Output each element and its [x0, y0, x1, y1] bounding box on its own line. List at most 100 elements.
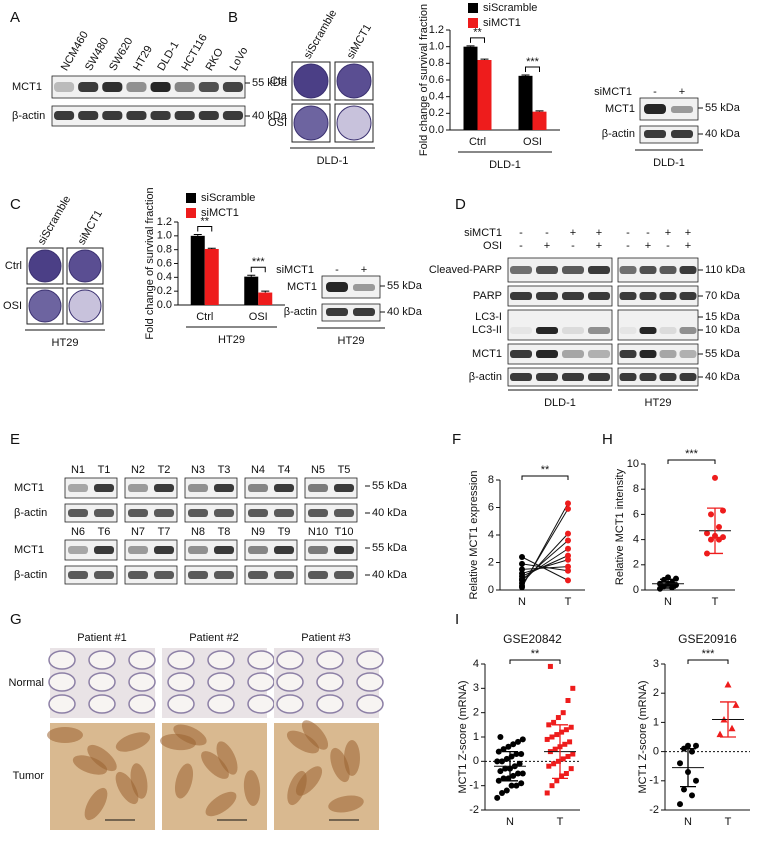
condition-label: siMCT1 — [345, 22, 374, 61]
y-tick-label: 2 — [653, 687, 659, 699]
blot-band — [562, 266, 584, 274]
error-bar — [466, 45, 475, 47]
tumor-stain — [115, 732, 151, 752]
point — [567, 739, 573, 745]
error-bar — [193, 233, 202, 236]
crypt — [247, 672, 275, 692]
blot-band — [154, 509, 174, 517]
legend-label: siMCT1 — [201, 207, 239, 219]
y-tick-label: 0 — [473, 755, 479, 767]
y-tick-label: 0.8 — [429, 57, 444, 69]
point — [513, 751, 520, 758]
point — [565, 556, 571, 563]
blot-band — [659, 292, 677, 300]
y-tick-label: 1.2 — [429, 24, 444, 36]
lane-label: - — [335, 264, 339, 276]
blot-band — [326, 308, 348, 316]
blot-band — [214, 484, 234, 492]
point — [565, 505, 571, 512]
crypt — [316, 694, 344, 714]
y-tick-label: 0.4 — [157, 271, 172, 283]
blot-band — [588, 266, 610, 274]
row-label: Normal — [9, 677, 44, 689]
lane-label: + — [544, 240, 550, 252]
patient-label: Patient #3 — [301, 632, 351, 644]
blot-band — [326, 282, 348, 292]
point — [515, 738, 521, 745]
patient-label: Patient #2 — [189, 632, 239, 644]
point — [549, 783, 555, 789]
panel-label: C — [10, 196, 21, 213]
marker-label: 55 kDa — [705, 102, 741, 114]
blot-band — [639, 350, 657, 358]
point — [547, 663, 553, 669]
pair-line — [521, 559, 569, 574]
marker-label: 55 kDa — [387, 280, 423, 292]
tumor-stain — [287, 770, 307, 806]
blot-band — [588, 292, 610, 300]
significance-bracket — [521, 475, 569, 480]
lane-label: N4 — [251, 464, 265, 476]
legend-swatch — [186, 193, 196, 203]
row-label: OSI — [3, 300, 22, 312]
row-label: β-actin — [14, 569, 47, 581]
legend-swatch — [468, 18, 478, 28]
point — [516, 760, 523, 767]
y-tick-label: 0.2 — [157, 285, 172, 297]
marker-label: 55 kDa — [705, 348, 741, 360]
y-tick-label: 3 — [653, 658, 659, 670]
pair-line — [521, 555, 569, 577]
point — [494, 758, 501, 765]
marker-label: 40 kDa — [372, 507, 408, 519]
condition-label: siMCT1 — [76, 208, 105, 247]
y-tick-label: -2 — [469, 804, 479, 816]
blot-band — [353, 308, 375, 316]
sd-bar — [502, 750, 518, 782]
point — [677, 760, 683, 767]
chart-title: GSE20916 — [678, 632, 737, 646]
blot-band — [94, 571, 114, 579]
point — [544, 790, 550, 796]
point — [693, 777, 699, 784]
blot-strip — [64, 565, 118, 585]
lane-label: T8 — [218, 526, 231, 538]
point — [565, 577, 571, 584]
y-axis-label: MCT1 Z-score (mRNA) — [457, 680, 469, 793]
tumor-stain — [301, 720, 329, 750]
blot-band — [102, 111, 123, 120]
blot-band — [222, 111, 243, 120]
blot-band — [214, 571, 234, 579]
y-tick-label: 6 — [488, 501, 494, 513]
lane-label: N8 — [191, 526, 205, 538]
y-tick-label: 0.6 — [157, 257, 172, 269]
y-tick-label: 0.6 — [429, 74, 444, 86]
blot-strip — [617, 309, 699, 341]
point — [565, 552, 571, 559]
row-label: β-actin — [284, 306, 317, 318]
point — [565, 698, 571, 703]
row-label: Ctrl — [5, 260, 22, 272]
crypt — [356, 694, 384, 714]
blot-band — [128, 571, 148, 579]
sd-bar — [552, 724, 568, 780]
blot-band — [353, 284, 375, 291]
blot-strip — [64, 477, 118, 499]
blot-band — [222, 82, 243, 92]
blot-strip — [507, 285, 613, 307]
cell-line-label: HT29 — [338, 335, 365, 347]
blot-strip — [244, 565, 298, 585]
blot-band — [150, 111, 171, 120]
cell-line-label: HT29 — [645, 397, 672, 409]
blot-strip — [124, 539, 178, 561]
blot-strip — [304, 503, 358, 523]
crypt — [207, 694, 235, 714]
y-tick-label: 1.2 — [157, 216, 172, 228]
tumor-stain — [173, 724, 207, 746]
tumor-stain — [201, 751, 229, 779]
blot-band — [619, 327, 637, 334]
point — [499, 758, 505, 765]
cell-line-label: DLD-1 — [317, 155, 349, 167]
crypt — [316, 672, 344, 692]
pair-line — [521, 533, 569, 584]
row-label: MCT1 — [14, 544, 44, 556]
